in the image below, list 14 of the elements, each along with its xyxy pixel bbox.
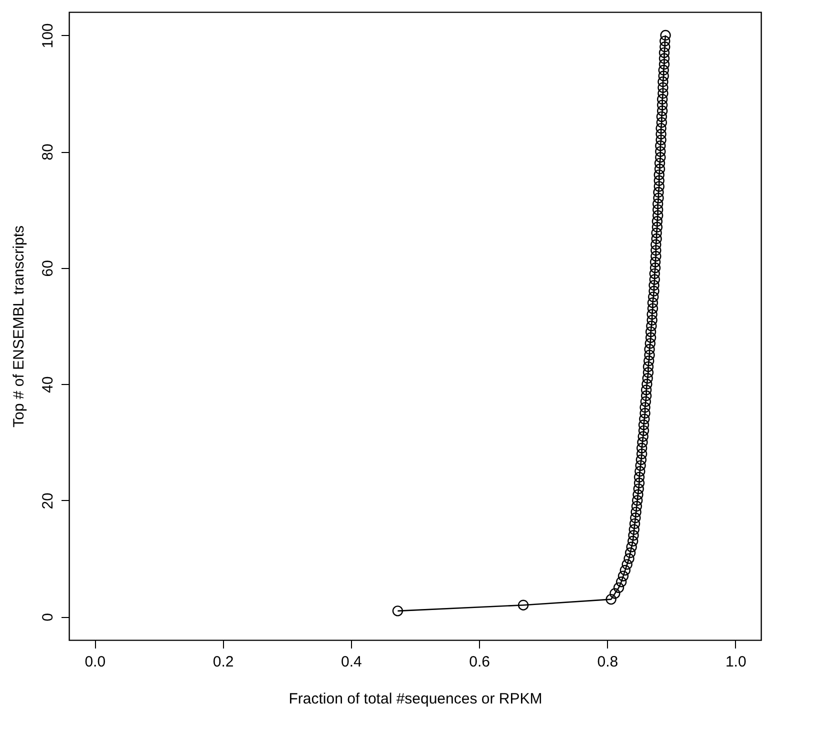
x-tick-label: 0.0 xyxy=(84,654,106,670)
x-tick-label: 0.4 xyxy=(340,654,362,670)
x-axis-title: Fraction of total #sequences or RPKM xyxy=(288,690,542,708)
y-tick-label: 40 xyxy=(40,376,56,393)
x-tick-label: 0.8 xyxy=(597,654,618,670)
y-axis-title: Top # of ENSEMBL transcripts xyxy=(10,225,28,428)
y-tick-label: 60 xyxy=(40,260,56,277)
x-tick-label: 0.6 xyxy=(469,654,490,670)
y-tick-label: 20 xyxy=(40,492,56,510)
y-tick-label: 80 xyxy=(40,144,56,160)
y-tick-label: 100 xyxy=(40,23,56,48)
x-tick-label: 0.2 xyxy=(212,654,234,670)
y-tick-label: 0 xyxy=(40,613,56,622)
x-tick-label: 1.0 xyxy=(725,654,746,670)
